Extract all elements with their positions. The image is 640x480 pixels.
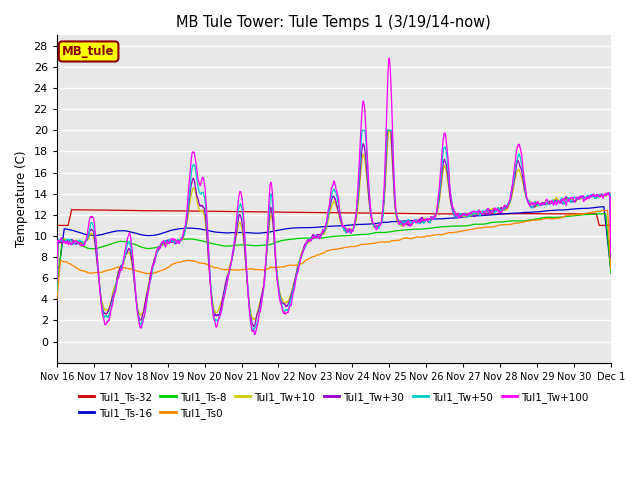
Tul1_Ts-8	[300, 235, 307, 241]
Tul1_Tw+50	[96, 284, 104, 290]
Tul1_Tw+10	[118, 263, 126, 268]
Line: Tul1_Ts-8: Tul1_Ts-8	[57, 214, 611, 290]
Tul1_Tw+50	[289, 290, 296, 296]
Tul1_Tw+10	[96, 284, 104, 290]
Tul1_Ts0	[288, 263, 296, 268]
Tul1_Tw+30	[96, 284, 104, 290]
Tul1_Ts-32	[300, 210, 308, 216]
Tul1_Ts-16	[300, 225, 307, 230]
Tul1_Ts0	[310, 254, 317, 260]
Tul1_Ts-32	[369, 210, 376, 216]
Tul1_Tw+50	[358, 128, 366, 133]
Tul1_Ts0	[96, 269, 104, 275]
Tul1_Ts-8	[118, 239, 126, 244]
Tul1_Ts-8	[310, 235, 317, 241]
Tul1_Tw+100	[251, 332, 259, 337]
Tul1_Ts-8	[599, 211, 607, 216]
Line: Tul1_Ts-32: Tul1_Ts-32	[57, 210, 611, 226]
Tul1_Tw+100	[607, 251, 614, 257]
Tul1_Ts0	[604, 207, 611, 213]
Legend: Tul1_Ts-32, Tul1_Ts-16, Tul1_Ts-8, Tul1_Ts0, Tul1_Tw+10, Tul1_Tw+30, Tul1_Tw+50,: Tul1_Ts-32, Tul1_Ts-16, Tul1_Ts-8, Tul1_…	[75, 387, 593, 423]
Title: MB Tule Tower: Tule Temps 1 (3/19/14-now): MB Tule Tower: Tule Temps 1 (3/19/14-now…	[177, 15, 492, 30]
Tul1_Tw+50	[607, 241, 614, 247]
Tul1_Ts-8	[368, 231, 376, 237]
Tul1_Tw+30	[369, 219, 376, 225]
Tul1_Ts0	[607, 266, 614, 272]
Tul1_Tw+50	[300, 247, 308, 252]
Tul1_Ts-32	[289, 209, 296, 215]
Tul1_Tw+50	[53, 288, 61, 294]
Tul1_Tw+30	[118, 262, 126, 267]
Tul1_Ts-32	[53, 223, 61, 228]
Tul1_Tw+50	[310, 235, 317, 240]
Tul1_Tw+100	[310, 235, 317, 241]
Tul1_Tw+10	[289, 287, 296, 292]
Tul1_Tw+50	[369, 220, 377, 226]
Tul1_Ts-16	[368, 221, 376, 227]
Tul1_Tw+100	[96, 287, 104, 293]
Tul1_Ts-8	[607, 271, 614, 276]
Tul1_Tw+30	[289, 288, 296, 294]
Tul1_Tw+10	[607, 247, 614, 252]
Tul1_Tw+30	[384, 128, 392, 133]
Tul1_Tw+30	[53, 281, 61, 287]
Tul1_Tw+50	[250, 327, 258, 333]
Tul1_Ts-16	[607, 265, 614, 271]
Tul1_Tw+50	[118, 261, 126, 267]
Tul1_Ts-16	[288, 225, 296, 231]
Tul1_Ts-16	[96, 232, 104, 238]
Tul1_Tw+100	[53, 277, 61, 283]
Tul1_Tw+30	[300, 246, 308, 252]
Tul1_Ts0	[368, 240, 376, 246]
Tul1_Ts0	[118, 264, 126, 270]
Tul1_Tw+100	[369, 218, 376, 224]
Tul1_Tw+10	[250, 316, 258, 322]
Tul1_Tw+10	[310, 235, 317, 240]
Line: Tul1_Ts0: Tul1_Ts0	[57, 210, 611, 300]
Tul1_Tw+10	[300, 245, 308, 251]
Tul1_Ts-8	[96, 245, 104, 251]
Tul1_Ts-32	[607, 223, 614, 228]
Tul1_Tw+10	[53, 289, 61, 295]
Tul1_Ts-32	[96, 207, 104, 213]
Tul1_Ts-8	[53, 287, 61, 293]
Tul1_Ts-8	[288, 236, 296, 242]
Tul1_Tw+30	[250, 324, 258, 330]
Tul1_Tw+100	[118, 265, 126, 271]
Tul1_Tw+100	[385, 55, 393, 61]
Tul1_Ts-16	[600, 204, 608, 210]
Line: Tul1_Tw+30: Tul1_Tw+30	[57, 131, 611, 327]
Tul1_Tw+100	[300, 247, 308, 253]
Line: Tul1_Tw+10: Tul1_Tw+10	[57, 131, 611, 319]
Tul1_Tw+100	[289, 295, 296, 301]
Tul1_Tw+30	[607, 254, 614, 260]
Line: Tul1_Ts-16: Tul1_Ts-16	[57, 207, 611, 268]
Line: Tul1_Tw+100: Tul1_Tw+100	[57, 58, 611, 335]
Tul1_Tw+30	[310, 232, 317, 238]
Tul1_Tw+10	[385, 128, 393, 133]
Text: MB_tule: MB_tule	[62, 45, 115, 58]
Tul1_Ts-32	[68, 207, 76, 213]
Line: Tul1_Tw+50: Tul1_Tw+50	[57, 131, 611, 330]
Tul1_Ts0	[300, 260, 307, 265]
Tul1_Ts-16	[53, 265, 61, 271]
Tul1_Ts0	[53, 298, 61, 303]
Y-axis label: Temperature (C): Temperature (C)	[15, 151, 28, 247]
Tul1_Ts-16	[118, 228, 126, 234]
Tul1_Ts-32	[119, 207, 127, 213]
Tul1_Ts-32	[310, 210, 317, 216]
Tul1_Ts-16	[310, 225, 317, 230]
Tul1_Tw+10	[369, 221, 376, 227]
